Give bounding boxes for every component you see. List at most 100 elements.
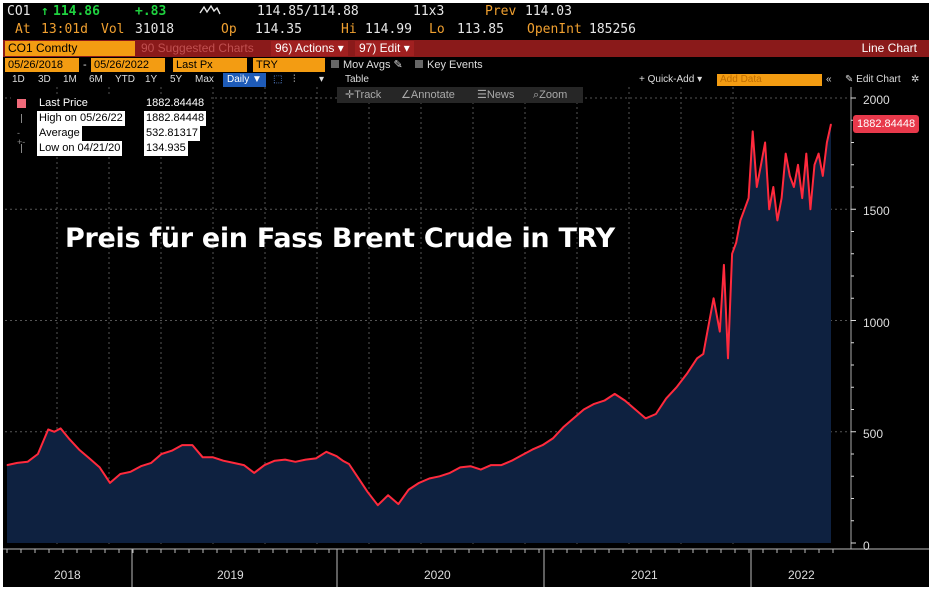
suggested-charts-button[interactable]: 90 Suggested Charts xyxy=(141,41,254,55)
price-data-point xyxy=(776,219,778,221)
price-data-point xyxy=(731,253,733,255)
period-ytd[interactable]: YTD xyxy=(115,74,135,85)
frequency-select[interactable]: Daily ▼ xyxy=(223,73,266,87)
price-data-point xyxy=(645,417,647,419)
price-chart[interactable] xyxy=(3,3,929,587)
sparkline-icon xyxy=(199,3,221,23)
field-select[interactable]: Last Px xyxy=(173,58,247,72)
table-button[interactable]: Table xyxy=(345,74,369,85)
x-tick-label: 2022 xyxy=(788,568,815,582)
start-date-field[interactable]: 05/26/2018 xyxy=(5,58,79,72)
price-data-point xyxy=(830,123,832,125)
period-5y[interactable]: 5Y xyxy=(170,74,183,85)
mov-avgs-label: Mov Avgs xyxy=(343,59,391,71)
period-1d[interactable]: 1D xyxy=(12,74,25,85)
candle-chart-icon[interactable]: ⫶ xyxy=(293,74,296,85)
price-data-point xyxy=(99,466,101,468)
price-data-point xyxy=(748,197,750,199)
price-change: +.83 xyxy=(135,4,167,19)
edit-chart-button[interactable]: ✎ Edit Chart xyxy=(845,74,901,85)
price-data-point xyxy=(772,186,774,188)
add-data-input[interactable]: Add Data xyxy=(717,74,822,86)
price-data-point xyxy=(150,462,152,464)
price-area-fill xyxy=(7,124,831,543)
price-data-point xyxy=(562,426,564,428)
y-tick-label: 1500 xyxy=(863,204,890,218)
prev-label: Prev xyxy=(485,4,517,19)
period-6m[interactable]: 6M xyxy=(89,74,103,85)
key-events-toggle[interactable]: Key Events xyxy=(415,58,483,72)
price-data-point xyxy=(789,175,791,177)
price-data-point xyxy=(822,175,824,177)
price-data-point xyxy=(181,444,183,446)
price-data-point xyxy=(27,461,29,463)
price-data-point xyxy=(521,454,523,456)
price-data-point xyxy=(315,457,317,459)
price-data-point xyxy=(614,393,616,395)
price-data-point xyxy=(490,464,492,466)
actions-menu[interactable]: 96) Actions ▾ xyxy=(271,41,348,56)
news-label: News xyxy=(486,89,515,101)
openint-label: OpenInt xyxy=(527,22,582,37)
x-tick-label: 2020 xyxy=(424,568,451,582)
period-3d[interactable]: 3D xyxy=(38,74,51,85)
legend-row[interactable]: Last Price 1882.84448 xyxy=(11,96,211,111)
chart-toolbar: ✛ Track ∠ Annotate ☰ News ⌕ Zoom xyxy=(337,87,583,103)
legend-value: 532.81317 xyxy=(144,126,200,141)
high-marker-icon xyxy=(21,114,25,123)
price-data-point xyxy=(109,482,111,484)
edit-chart-label: Edit Chart xyxy=(856,74,901,85)
zoom-label: Zoom xyxy=(539,89,568,101)
mov-avgs-toggle[interactable]: Mov Avgs ✎ xyxy=(331,58,403,72)
price-data-point xyxy=(253,472,255,474)
open-value: 114.35 xyxy=(255,22,302,37)
key-events-label: Key Events xyxy=(427,59,483,71)
edit-menu[interactable]: 97) Edit ▾ xyxy=(355,41,414,56)
price-data-point xyxy=(243,464,245,466)
end-date-field[interactable]: 05/26/2022 xyxy=(91,58,165,72)
price-data-point xyxy=(723,264,725,266)
price-data-point xyxy=(809,208,811,210)
legend-row[interactable]: -+- Average 532.81317 xyxy=(11,126,211,147)
period-1y[interactable]: 1Y xyxy=(145,74,158,85)
price-data-point xyxy=(356,475,358,477)
security-input[interactable]: CO1 Comdty xyxy=(5,41,135,56)
price-data-point xyxy=(408,489,410,491)
collapse-icon[interactable]: « xyxy=(826,74,832,85)
track-tool[interactable]: ✛ Track xyxy=(345,89,382,101)
legend-row[interactable]: Low on 04/21/20 134.935 xyxy=(11,141,211,156)
price-data-point xyxy=(53,431,55,433)
price-data-point xyxy=(764,142,766,143)
currency-select[interactable]: TRY xyxy=(253,58,325,72)
prev-value: 114.03 xyxy=(525,4,572,19)
price-data-point xyxy=(814,164,816,166)
annotate-tool[interactable]: ∠ Annotate xyxy=(401,89,455,101)
legend-row[interactable]: High on 05/26/22 1882.84448 xyxy=(11,111,211,126)
price-data-point xyxy=(752,130,754,132)
x-axis-band xyxy=(3,550,929,587)
dropdown-icon[interactable]: ▾ xyxy=(319,74,325,85)
chart-title: Preis für ein Fass Brent Crude in TRY xyxy=(65,223,615,254)
price-data-point xyxy=(16,462,18,464)
period-1m[interactable]: 1M xyxy=(63,74,77,85)
checkbox-icon xyxy=(415,60,423,68)
quick-add-button[interactable]: + Quick-Add ▾ xyxy=(639,74,703,85)
settings-gear-icon[interactable]: ✲ xyxy=(911,74,920,85)
high-value: 114.99 xyxy=(365,22,412,37)
y-tick-label: 0 xyxy=(863,539,870,553)
line-chart-icon[interactable]: ⬚ xyxy=(273,74,283,85)
x-tick-label: 2019 xyxy=(217,568,244,582)
average-marker-icon: -+- xyxy=(17,128,26,147)
y-tick-label: 500 xyxy=(863,427,884,441)
price-data-point xyxy=(573,417,574,419)
news-tool[interactable]: ☰ News xyxy=(477,89,515,101)
price-data-point xyxy=(140,465,142,467)
period-max[interactable]: Max xyxy=(195,74,214,85)
checkbox-icon xyxy=(331,60,339,68)
y-tick-label: 2000 xyxy=(863,93,890,107)
price-data-point xyxy=(801,197,803,199)
ticker: CO1 xyxy=(7,4,31,19)
price-data-point xyxy=(191,444,193,446)
zoom-tool[interactable]: ⌕ Zoom xyxy=(533,89,568,101)
chart-type-label[interactable]: Line Chart xyxy=(861,41,917,55)
